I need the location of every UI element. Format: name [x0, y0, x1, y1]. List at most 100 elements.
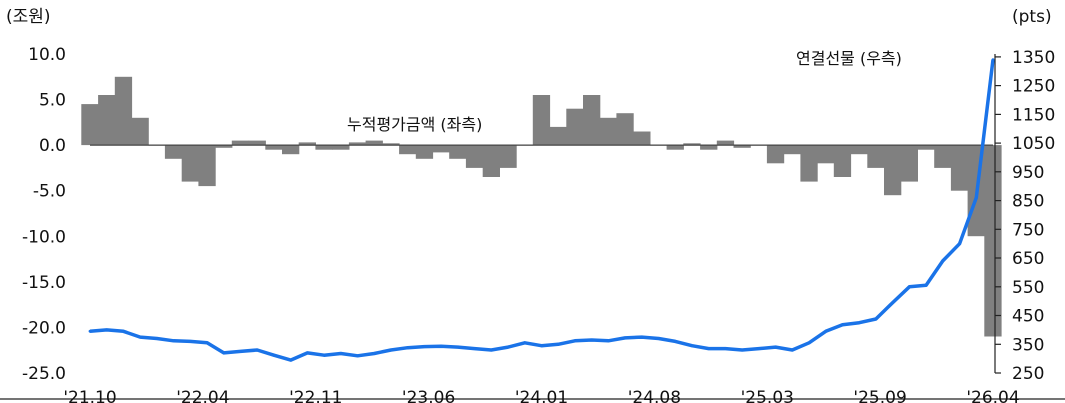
- left-axis-ticks: 10.0 5.0 0.0 -5.0 -10.0 -15.0 -20.0 -25.0: [22, 45, 66, 384]
- x-tick-label: '25.09: [853, 388, 906, 403]
- futures-point: [272, 353, 276, 357]
- futures-point: [105, 328, 109, 332]
- futures-point: [657, 337, 660, 340]
- area-bar: [231, 140, 250, 146]
- area-bar: [817, 145, 835, 164]
- area-bar: [198, 145, 216, 187]
- area-bar: [766, 145, 785, 164]
- area-bar: [716, 140, 735, 146]
- area-bar: [131, 117, 149, 146]
- right-axis-unit: (pts): [1012, 7, 1052, 27]
- futures-point: [255, 348, 259, 352]
- area-bar: [98, 95, 116, 146]
- area-bar: [382, 143, 400, 146]
- area-bar: [800, 145, 818, 182]
- right-tick-label: 750: [1012, 220, 1044, 240]
- area-bar: [984, 145, 1002, 337]
- area-bar: [449, 145, 467, 159]
- futures-point: [389, 348, 393, 352]
- futures-point: [239, 350, 242, 353]
- left-axis-unit: (조원): [6, 7, 51, 27]
- futures-point: [423, 345, 426, 348]
- left-tick-label: 10.0: [28, 45, 66, 65]
- area-series: [81, 76, 1002, 337]
- area-bar: [215, 145, 233, 148]
- area-bar: [683, 143, 701, 146]
- futures-point: [306, 351, 309, 355]
- right-tick-label: 1350: [1012, 48, 1055, 68]
- area-bar: [415, 145, 434, 159]
- line-series-label: 연결선물 (우측): [796, 49, 902, 68]
- futures-point: [941, 259, 945, 263]
- futures-point: [88, 329, 92, 333]
- area-bar: [583, 95, 601, 146]
- area-bar: [666, 145, 684, 150]
- area-bar: [833, 145, 852, 177]
- futures-point: [372, 352, 376, 355]
- area-bar: [917, 145, 935, 150]
- futures-point: [924, 283, 928, 287]
- left-tick-label: -25.0: [22, 364, 66, 384]
- area-bar: [850, 145, 868, 155]
- right-tick-label: 450: [1012, 307, 1044, 327]
- right-tick-label: 850: [1012, 192, 1044, 212]
- futures-point: [356, 354, 359, 358]
- right-tick-label: 1050: [1012, 134, 1055, 154]
- right-tick-label: 1150: [1012, 105, 1055, 125]
- futures-point: [322, 353, 326, 357]
- futures-point: [523, 341, 527, 345]
- futures-point: [958, 242, 961, 246]
- area-bar: [633, 131, 651, 146]
- x-tick-label: '24.01: [515, 388, 568, 403]
- area-bar: [867, 145, 885, 168]
- area-bar: [482, 145, 500, 177]
- x-tick-label: '25.03: [741, 388, 794, 403]
- futures-point: [690, 344, 694, 348]
- futures-point: [841, 323, 844, 327]
- left-tick-label: -10.0: [22, 227, 66, 247]
- futures-point: [724, 347, 727, 350]
- area-bar: [432, 145, 450, 153]
- futures-point: [891, 301, 895, 304]
- area-bar: [599, 117, 617, 146]
- left-tick-label: -20.0: [22, 318, 66, 338]
- futures-point: [573, 339, 577, 343]
- futures-point: [289, 358, 293, 362]
- area-bar: [616, 113, 634, 146]
- futures-point: [205, 341, 209, 345]
- futures-point: [790, 348, 794, 352]
- futures-point: [974, 196, 978, 200]
- area-bar: [332, 145, 350, 150]
- area-bar: [549, 126, 567, 146]
- left-tick-label: -15.0: [22, 273, 66, 293]
- futures-point: [874, 317, 878, 321]
- area-bar: [298, 142, 316, 146]
- futures-point: [122, 329, 125, 333]
- futures-point: [506, 345, 510, 349]
- area-bar: [399, 145, 417, 155]
- futures-point: [807, 341, 811, 345]
- area-series-label: 누적평가금액 (좌측): [347, 115, 482, 134]
- futures-point: [439, 344, 443, 348]
- futures-point: [172, 339, 176, 343]
- futures-point: [707, 347, 711, 350]
- futures-point: [473, 347, 476, 350]
- futures-point: [556, 342, 560, 346]
- area-bar: [884, 145, 902, 196]
- right-tick-label: 1250: [1012, 77, 1055, 97]
- right-tick-label: 250: [1012, 364, 1044, 384]
- right-tick-label: 350: [1012, 335, 1044, 355]
- area-bar: [566, 108, 584, 146]
- futures-point: [339, 352, 343, 355]
- futures-point: [222, 351, 226, 355]
- area-bar: [783, 145, 801, 155]
- area-bar: [81, 104, 99, 146]
- futures-point: [774, 345, 777, 349]
- x-tick-label: '22.04: [176, 388, 229, 403]
- x-axis-ticks: '21.10 '22.04 '22.11 '23.06 '24.01 '24.08 '25.…: [63, 388, 1019, 403]
- futures-point: [540, 344, 543, 348]
- futures-point: [991, 58, 995, 62]
- area-bar: [365, 140, 383, 146]
- area-bar: [733, 145, 751, 148]
- area-bar: [282, 145, 300, 155]
